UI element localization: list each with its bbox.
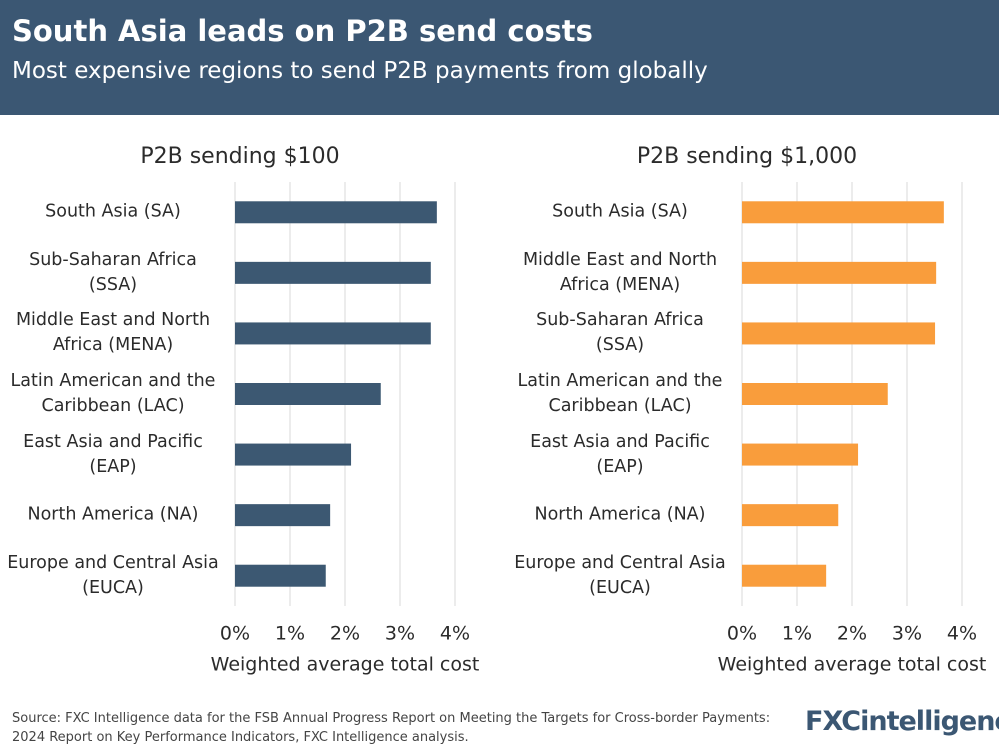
bar [235, 564, 326, 587]
bar [742, 443, 859, 466]
category-label: Middle East and North Africa (MENA) [15, 310, 211, 356]
chart-title: P2B sending $100 [140, 144, 339, 169]
bar [235, 443, 352, 466]
bar [235, 383, 381, 405]
bar [742, 383, 888, 405]
x-tick-label: 1% [782, 623, 812, 645]
x-tick-label: 3% [892, 623, 922, 645]
category-label: South Asia (SA) [45, 201, 181, 222]
category-label: South Asia (SA) [552, 201, 688, 222]
category-label: Europe and Central Asia (EUCA) [514, 552, 726, 598]
category-label: Sub-Saharan Africa (SSA) [29, 249, 197, 295]
bar [742, 322, 936, 345]
bar [742, 261, 937, 284]
x-tick-label: 0% [727, 623, 757, 645]
logo: FXCintelligence [805, 706, 999, 737]
bar [742, 201, 944, 224]
category-label: Middle East and North Africa (MENA) [522, 249, 718, 295]
x-axis-label: Weighted average total cost [718, 654, 987, 676]
bar [235, 201, 437, 224]
category-label: Europe and Central Asia (EUCA) [7, 552, 219, 598]
category-label: Sub-Saharan Africa (SSA) [536, 310, 704, 356]
x-tick-label: 0% [220, 623, 250, 645]
title: South Asia leads on P2B send costs [12, 14, 593, 48]
bar [235, 261, 431, 284]
category-label: Latin American and the Caribbean (LAC) [10, 371, 216, 416]
x-tick-label: 2% [837, 623, 867, 645]
x-tick-label: 4% [947, 623, 977, 645]
category-label: East Asia and Pacific (EAP) [530, 431, 710, 477]
x-tick-label: 3% [385, 623, 415, 645]
x-tick-label: 4% [440, 623, 470, 645]
source: Source: FXC Intelligence data for the FS… [12, 711, 771, 745]
x-axis-label: Weighted average total cost [211, 654, 480, 676]
chart-title: P2B sending $1,000 [637, 144, 857, 169]
subtitle: Most expensive regions to send P2B payme… [12, 58, 708, 84]
header: South Asia leads on P2B send costs Most … [0, 0, 999, 115]
category-label: East Asia and Pacific (EAP) [23, 431, 203, 477]
bar [742, 504, 839, 527]
category-label: North America (NA) [27, 504, 199, 525]
bar [235, 504, 331, 527]
x-tick-label: 2% [330, 623, 360, 645]
category-label: Latin American and the Caribbean (LAC) [517, 371, 723, 416]
category-label: North America (NA) [534, 504, 706, 525]
bar [235, 322, 431, 345]
bar [742, 564, 827, 587]
x-tick-label: 1% [275, 623, 305, 645]
